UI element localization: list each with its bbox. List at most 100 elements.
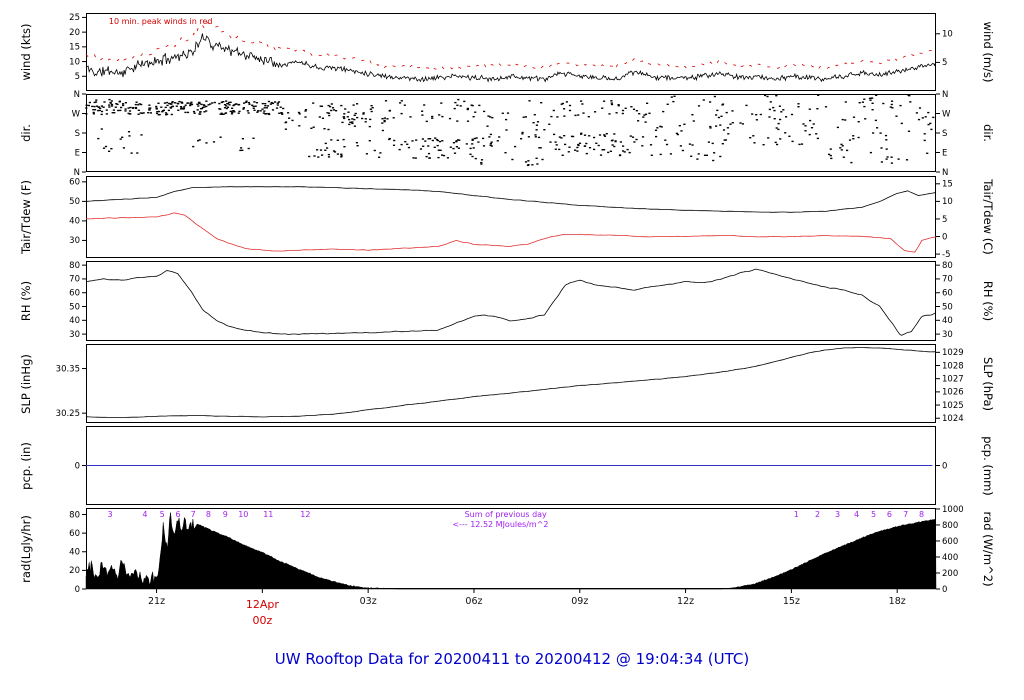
radiation-right-axis-label: rad (W/m^2) xyxy=(981,511,995,587)
radiation-left-axis-label: rad(Lgly/hr) xyxy=(19,515,33,583)
svg-text:20: 20 xyxy=(69,566,80,576)
svg-text:1026: 1026 xyxy=(942,388,964,398)
date-label-day: 12Apr xyxy=(245,598,279,611)
svg-text:400: 400 xyxy=(942,553,958,563)
svg-text:30: 30 xyxy=(69,330,80,340)
svg-text:N: N xyxy=(942,90,948,100)
svg-text:N: N xyxy=(74,168,80,178)
svg-text:30: 30 xyxy=(69,236,80,246)
svg-text:70: 70 xyxy=(69,275,80,285)
svg-text:0: 0 xyxy=(942,585,947,595)
svg-text:15: 15 xyxy=(69,43,80,53)
svg-text:30.35: 30.35 xyxy=(56,364,80,374)
svg-text:5: 5 xyxy=(871,510,876,519)
svg-text:10: 10 xyxy=(238,510,248,519)
svg-text:S: S xyxy=(942,129,947,139)
svg-text:1000: 1000 xyxy=(942,505,964,515)
svg-text:<--- 12.52 MJoules/m^2: <--- 12.52 MJoules/m^2 xyxy=(452,520,548,529)
svg-text:0: 0 xyxy=(942,461,947,471)
svg-text:W: W xyxy=(942,109,951,119)
svg-text:9: 9 xyxy=(223,510,228,519)
humidity-left-axis-label: RH (%) xyxy=(19,280,33,322)
svg-text:7: 7 xyxy=(903,510,908,519)
svg-text:1027: 1027 xyxy=(942,374,964,384)
svg-text:40: 40 xyxy=(69,217,80,227)
svg-text:80: 80 xyxy=(69,261,80,271)
svg-text:25: 25 xyxy=(69,13,80,23)
temperature-right-axis-label: Tair/Tdew (C) xyxy=(981,179,995,255)
svg-text:E: E xyxy=(75,148,80,158)
svg-text:30: 30 xyxy=(942,330,953,340)
x-tick-label: 06z xyxy=(465,596,483,607)
svg-text:15: 15 xyxy=(942,180,953,190)
svg-text:50: 50 xyxy=(942,302,953,312)
x-tick-label: 09z xyxy=(571,596,589,607)
relative-humidity-chart: 80 70 60 50 40 30 80 70 60 50 40 30 xyxy=(69,261,953,341)
panel-temperature-dewpoint: 60 50 40 30 15 10 5 0 -5 xyxy=(69,176,953,260)
svg-text:10 min. peak winds in red: 10 min. peak winds in red xyxy=(109,17,213,26)
svg-text:5: 5 xyxy=(160,510,165,519)
x-tick-label: 18z xyxy=(888,596,906,607)
svg-text:E: E xyxy=(942,148,947,158)
svg-text:70: 70 xyxy=(942,275,953,285)
x-tick-label: 21z xyxy=(147,596,166,607)
svg-text:10: 10 xyxy=(942,197,953,207)
svg-text:50: 50 xyxy=(69,197,80,207)
wind-direction-right-axis-label: dir. xyxy=(981,124,995,142)
svg-text:50: 50 xyxy=(69,302,80,312)
svg-text:60: 60 xyxy=(69,529,80,539)
x-tick-label: 12z xyxy=(677,596,695,607)
svg-text:80: 80 xyxy=(942,261,953,271)
humidity-right-axis-label: RH (%) xyxy=(981,280,995,322)
wind-speed-right-axis-label: wind (m/s) xyxy=(981,21,995,83)
svg-text:6: 6 xyxy=(887,510,892,519)
svg-text:40: 40 xyxy=(69,548,80,558)
pressure-left-axis-label: SLP (inHg) xyxy=(19,354,33,414)
svg-text:3: 3 xyxy=(107,510,112,519)
svg-text:3: 3 xyxy=(835,510,840,519)
panel-wind-speed: 25 20 15 10 5 10 5 10 min. peak winds in red xyxy=(69,13,953,91)
svg-text:W: W xyxy=(72,109,81,119)
precipitation-right-axis-label: pcp. (mm) xyxy=(981,436,995,496)
svg-text:0: 0 xyxy=(75,585,80,595)
svg-text:11: 11 xyxy=(263,510,273,519)
x-tick-label: 03z xyxy=(359,596,377,607)
svg-text:2: 2 xyxy=(815,510,820,519)
svg-text:30.25: 30.25 xyxy=(56,409,80,419)
panel-solar-radiation: 80 60 40 20 0 1000 800 600 400 200 0 3 4 5 6 7 8 9 10 11 12 1… xyxy=(69,505,963,595)
svg-text:60: 60 xyxy=(942,289,953,299)
wind-direction-left-axis-label: dir. xyxy=(19,124,33,142)
temperature-left-axis-label: Tair/Tdew (F) xyxy=(19,179,33,255)
x-tick-label: 15z xyxy=(782,596,800,607)
svg-text:N: N xyxy=(942,168,948,178)
svg-text:800: 800 xyxy=(942,521,958,531)
svg-text:600: 600 xyxy=(942,537,958,547)
panel-sea-level-pressure: 30.35 30.25 1029 1028 1027 1026 1025 1024 xyxy=(56,344,964,424)
svg-text:1028: 1028 xyxy=(942,361,964,371)
svg-text:1: 1 xyxy=(794,510,799,519)
svg-text:40: 40 xyxy=(942,316,953,326)
pressure-right-axis-label: SLP (hPa) xyxy=(981,356,995,412)
svg-text:10: 10 xyxy=(942,30,953,40)
svg-text:1025: 1025 xyxy=(942,401,964,411)
date-label-hour: 00z xyxy=(252,614,273,627)
panel-relative-humidity: 80 70 60 50 40 30 80 70 60 50 40 30 xyxy=(69,261,953,341)
svg-text:200: 200 xyxy=(942,569,958,579)
wind-speed-left-axis-label: wind (kts) xyxy=(19,23,33,81)
svg-text:Sum of previous day: Sum of previous day xyxy=(465,510,547,519)
wind-speed-chart: 25 20 15 10 5 10 5 10 min. peak winds in red xyxy=(69,13,953,91)
svg-text:5: 5 xyxy=(942,215,947,225)
svg-text:7: 7 xyxy=(191,510,196,519)
svg-text:60: 60 xyxy=(69,289,80,299)
svg-text:-5: -5 xyxy=(942,250,950,260)
svg-text:0: 0 xyxy=(75,461,80,471)
svg-text:N: N xyxy=(74,90,80,100)
svg-text:10: 10 xyxy=(69,57,80,67)
svg-text:5: 5 xyxy=(75,72,80,82)
